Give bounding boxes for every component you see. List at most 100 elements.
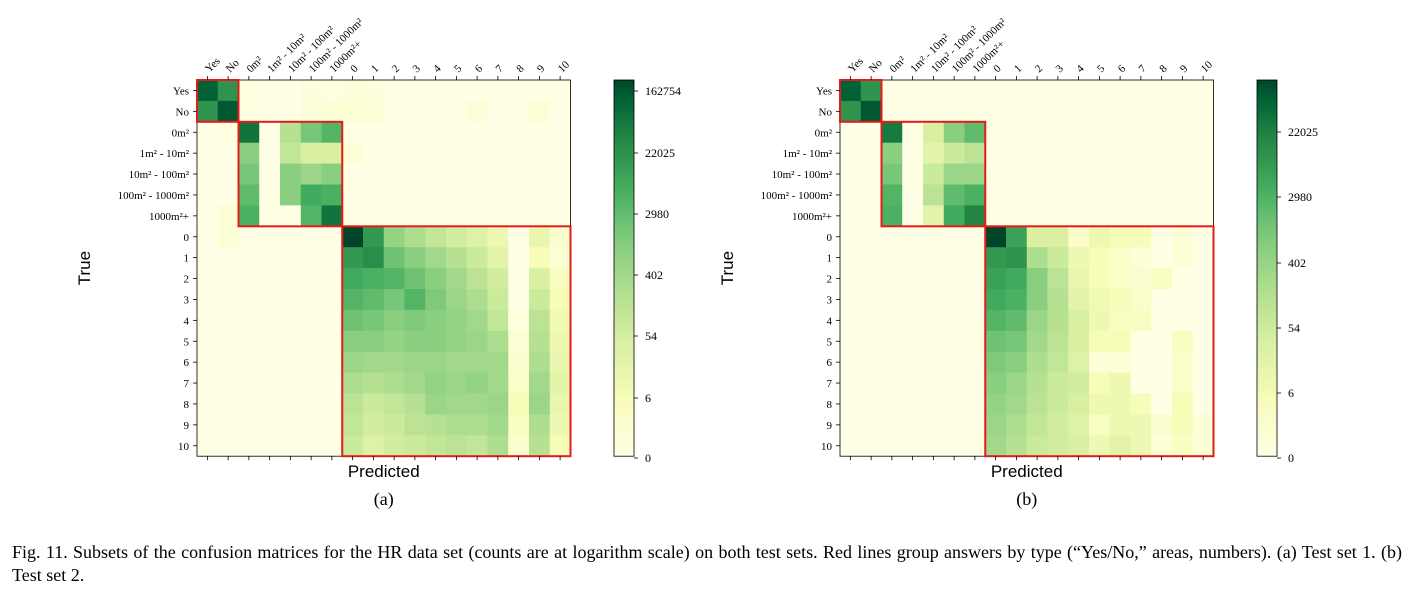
heatmap-cell [300, 80, 322, 102]
y-tick-label: 3 [184, 294, 190, 306]
heatmap-cell [1192, 289, 1214, 311]
heatmap-cell [300, 393, 322, 415]
heatmap-cell [487, 80, 509, 102]
heatmap-cell [280, 142, 302, 164]
heatmap-cell [321, 205, 343, 227]
heatmap-cell [342, 226, 364, 248]
heatmap-cell [197, 121, 219, 144]
heatmap-cell [487, 100, 509, 123]
heatmap-cell [280, 372, 302, 394]
heatmap-cell [259, 247, 281, 269]
heatmap-cell [300, 372, 322, 394]
heatmap-cell [1089, 289, 1111, 311]
x-tick-label: 4 [1074, 62, 1087, 75]
y-tick-label: 9 [184, 420, 190, 432]
heatmap-cell [943, 100, 965, 123]
heatmap-cell [300, 247, 322, 269]
heatmap-cell [943, 247, 965, 269]
x-tick-label: 0m² [245, 54, 266, 75]
heatmap-cell [923, 289, 945, 311]
heatmap-cell [404, 268, 426, 290]
heatmap-cell [840, 351, 862, 373]
heatmap-cell [1130, 289, 1152, 311]
heatmap-cell [1130, 330, 1152, 353]
heatmap-cell [342, 205, 364, 227]
heatmap-cell [860, 435, 882, 457]
heatmap-cell [529, 247, 551, 269]
heatmap-cell [217, 100, 239, 123]
heatmap-cell [923, 142, 945, 164]
heatmap-cell [238, 330, 260, 353]
heatmap-cell [383, 372, 405, 394]
heatmap-cell [529, 393, 551, 415]
heatmap-cell [964, 80, 986, 102]
heatmap-cell [487, 372, 509, 394]
heatmap-cell [943, 330, 965, 353]
heatmap-cell [300, 205, 322, 227]
heatmap-cell [902, 142, 924, 164]
heatmap-cell [1172, 289, 1194, 311]
heatmap-cell [508, 268, 530, 290]
heatmap-cell [217, 414, 239, 436]
heatmap-cell [217, 372, 239, 394]
heatmap-cell [425, 121, 447, 144]
heatmap-cell [1172, 309, 1194, 332]
heatmap-cell [1151, 289, 1173, 311]
heatmap-cell [1026, 330, 1048, 353]
heatmap-cell [1172, 330, 1194, 353]
heatmap-cell [342, 393, 364, 415]
colorbar-tick-label: 2980 [1288, 190, 1312, 204]
heatmap-cell [363, 435, 385, 457]
heatmap-cell [1151, 372, 1173, 394]
heatmap-cell [860, 121, 882, 144]
heatmap-cell [363, 414, 385, 436]
heatmap-cell [1068, 247, 1090, 269]
heatmap-cell [923, 163, 945, 185]
heatmap-cell [197, 414, 219, 436]
heatmap-cell [383, 414, 405, 436]
heatmap-cell [466, 372, 488, 394]
heatmap-cell [1068, 142, 1090, 164]
heatmap-cell [425, 351, 447, 373]
heatmap-cell [363, 142, 385, 164]
heatmap-cell [1172, 184, 1194, 206]
heatmap-cell [300, 289, 322, 311]
heatmap-cell [964, 268, 986, 290]
heatmap-cell [446, 330, 468, 353]
y-tick-label: 1 [827, 253, 833, 265]
heatmap-cell [259, 435, 281, 457]
heatmap-cell [300, 268, 322, 290]
y-tick-label: 0 [184, 232, 190, 244]
heatmap-cell [321, 226, 343, 248]
heatmap-cell [1172, 435, 1194, 457]
heatmap-cell [259, 393, 281, 415]
colorbar [1256, 79, 1278, 457]
heatmap-cell [238, 351, 260, 373]
heatmap-cell [549, 100, 571, 123]
heatmap-cell [1109, 142, 1131, 164]
heatmap-cell [1172, 142, 1194, 164]
y-tick-label: 1 [184, 253, 190, 265]
heatmap-cell [300, 414, 322, 436]
heatmap-cell [1151, 351, 1173, 373]
heatmap-cell [508, 309, 530, 332]
heatmap-cell [217, 268, 239, 290]
heatmap-cell [840, 121, 862, 144]
heatmap-cell [300, 226, 322, 248]
y-tick-label: Yes [173, 85, 189, 97]
y-tick-label: Yes [816, 85, 832, 97]
y-tick-label: 10m² - 100m² [772, 169, 833, 181]
heatmap-cell [425, 163, 447, 185]
x-tick-label: 5 [1095, 62, 1108, 75]
heatmap-cell [1068, 226, 1090, 248]
heatmap-cell [487, 330, 509, 353]
heatmap-cell [923, 205, 945, 227]
y-tick-label: 0m² [815, 127, 833, 139]
heatmap-cell [383, 268, 405, 290]
x-tick-label: 4 [431, 62, 444, 75]
heatmap-cell [881, 435, 903, 457]
heatmap-cell [1026, 372, 1048, 394]
heatmap-cell [1068, 414, 1090, 436]
colorbar-tick-label: 6 [645, 391, 651, 405]
heatmap-cell [840, 414, 862, 436]
